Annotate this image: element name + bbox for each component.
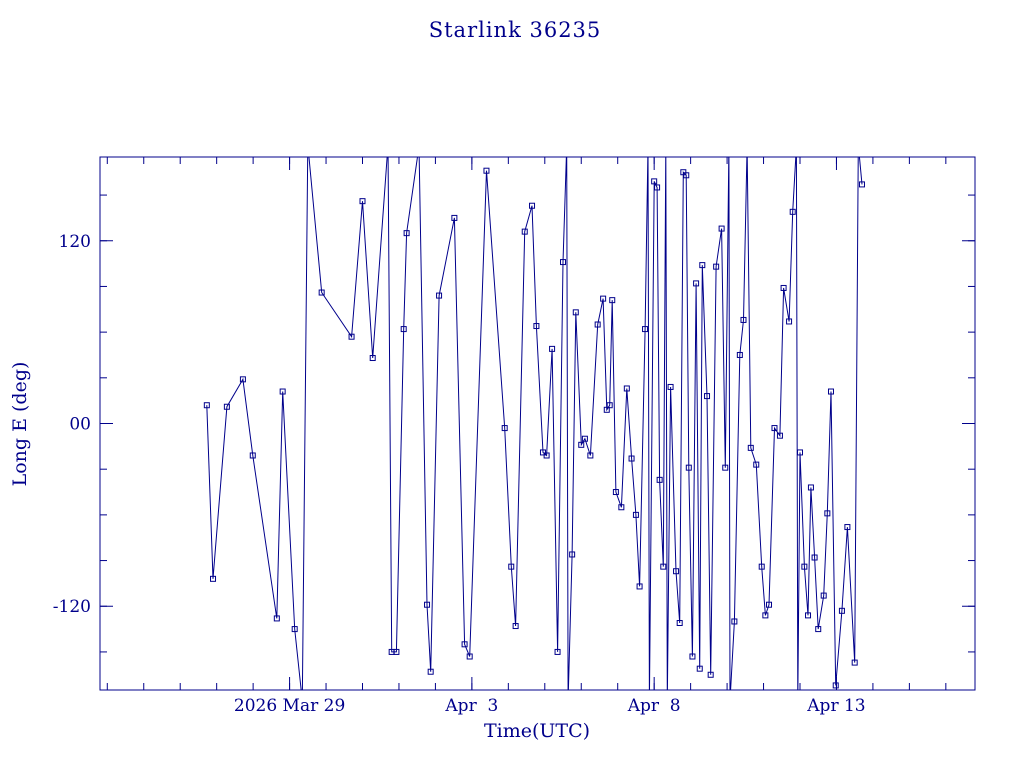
chart-title: Starlink 36235 [428, 18, 602, 42]
svg-text:120: 120 [59, 232, 91, 252]
x-axis-label: Time(UTC) [483, 720, 591, 742]
svg-text:2026 Mar 29: 2026 Mar 29 [234, 696, 345, 716]
svg-text:-120: -120 [53, 597, 91, 617]
svg-text:00: 00 [69, 415, 91, 435]
svg-text:Apr 3: Apr 3 [444, 696, 498, 716]
svg-text:Apr 13: Apr 13 [806, 696, 865, 716]
svg-text:Apr 8: Apr 8 [627, 696, 681, 716]
